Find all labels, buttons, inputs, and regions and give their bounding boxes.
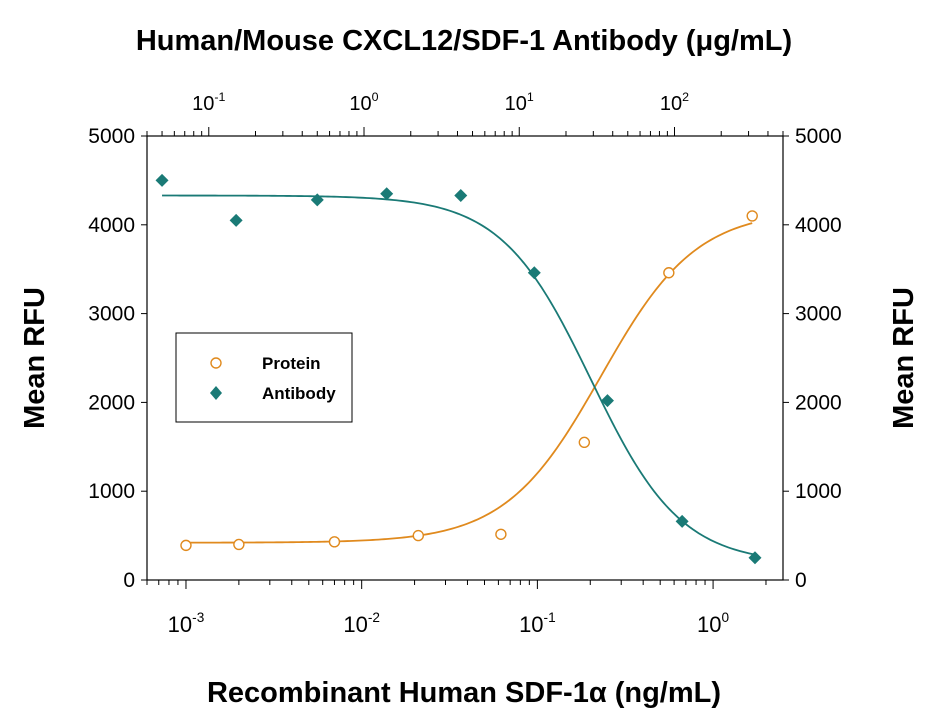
top-x-tick-label-exponent: 2 xyxy=(682,90,689,104)
protein-data-point xyxy=(663,267,675,279)
top-x-tick-label-base: 10 xyxy=(349,93,371,115)
protein-data-point xyxy=(578,436,591,449)
top-x-tick-label: 101 xyxy=(505,90,534,115)
bottom-x-tick-label-exponent: -3 xyxy=(192,610,204,625)
top-x-tick-label-base: 10 xyxy=(505,93,527,115)
top-x-tick-label-exponent: 0 xyxy=(372,90,379,104)
y-tick-label-right: 0 xyxy=(795,569,807,592)
y-tick-label-right: 1000 xyxy=(795,480,842,503)
antibody-data-point xyxy=(675,514,689,528)
legend-protein-label: Protein xyxy=(262,354,321,373)
protein-data-point xyxy=(180,539,192,552)
legend-box xyxy=(175,332,353,423)
antibody-data-point xyxy=(229,213,243,227)
antibody-fit-curve xyxy=(162,194,756,556)
y-tick-label-left: 5000 xyxy=(88,125,135,148)
chart-title: Human/Mouse CXCL12/SDF-1 Antibody (μg/mL… xyxy=(136,25,792,57)
top-x-tick-label-exponent: -1 xyxy=(214,90,225,104)
protein-data-point xyxy=(495,528,507,540)
y-tick-label-right: 2000 xyxy=(795,391,842,414)
y-axis-label-left: Mean RFU xyxy=(19,287,51,429)
top-x-tick-label-base: 10 xyxy=(660,93,682,115)
top-x-tick-label: 10-1 xyxy=(192,90,225,115)
top-x-tick-label-exponent: 1 xyxy=(527,90,534,104)
bottom-x-tick-label-exponent: 0 xyxy=(722,610,730,625)
antibody-data-point xyxy=(527,266,541,280)
y-tick-label-left: 1000 xyxy=(88,480,135,503)
x-axis-label: Recombinant Human SDF-1α (ng/mL) xyxy=(207,677,721,709)
bottom-x-tick-label-base: 10 xyxy=(519,612,543,637)
antibody-data-point xyxy=(310,193,324,207)
antibody-data-point xyxy=(454,188,468,202)
antibody-data-point xyxy=(600,394,614,408)
antibody-data-point xyxy=(380,187,394,201)
y-tick-label-left: 0 xyxy=(123,569,135,592)
bottom-x-tick-label: 10-1 xyxy=(519,610,556,637)
bottom-x-tick-label-base: 10 xyxy=(697,612,721,637)
y-tick-label-right: 5000 xyxy=(795,125,842,148)
bottom-x-tick-label-exponent: -1 xyxy=(544,610,556,625)
bottom-x-tick-label-exponent: -2 xyxy=(368,610,380,625)
bottom-x-tick-label: 10-2 xyxy=(343,610,380,637)
bottom-x-tick-label: 100 xyxy=(697,610,729,637)
y-tick-label-left: 2000 xyxy=(88,391,135,414)
bottom-x-tick-label: 10-3 xyxy=(168,610,205,637)
y-tick-label-left: 4000 xyxy=(88,214,135,237)
top-x-tick-label: 100 xyxy=(349,90,378,115)
bottom-x-tick-label-base: 10 xyxy=(168,612,192,637)
legend-protein-marker xyxy=(210,357,222,369)
fit-curves xyxy=(162,194,756,556)
protein-data-point xyxy=(328,536,341,548)
top-x-tick-label-base: 10 xyxy=(192,93,214,115)
protein-data-point xyxy=(233,538,245,551)
protein-data-point xyxy=(746,210,758,222)
y-tick-label-right: 4000 xyxy=(795,214,842,237)
y-tick-label-right: 3000 xyxy=(795,303,842,326)
antibody-data-point xyxy=(155,173,169,187)
antibody-data-point xyxy=(748,551,762,565)
data-points xyxy=(155,173,762,565)
bottom-x-tick-label-base: 10 xyxy=(343,612,367,637)
legend-antibody-marker xyxy=(210,386,222,400)
protein-fit-curve xyxy=(185,222,753,544)
plot-frame xyxy=(146,135,784,581)
legend-antibody-label: Antibody xyxy=(262,384,336,403)
protein-data-point xyxy=(412,529,424,542)
legend: Protein Antibody xyxy=(175,332,353,423)
y-axis-label-right: Mean RFU xyxy=(888,287,920,429)
y-tick-label-left: 3000 xyxy=(88,303,135,326)
top-x-tick-label: 102 xyxy=(660,90,689,115)
